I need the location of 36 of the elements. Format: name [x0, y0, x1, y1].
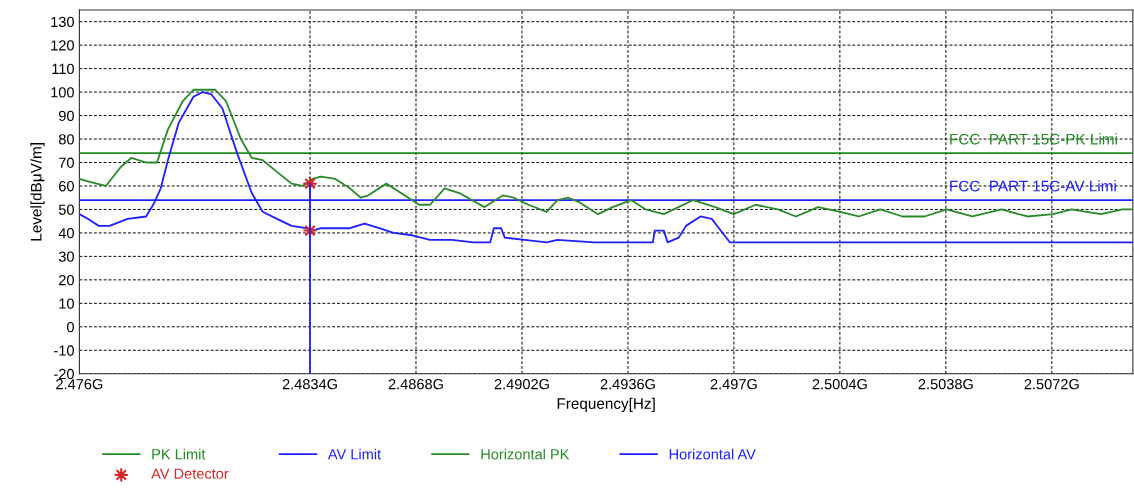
annotation: FCC PART 15C-PK Limi: [950, 133, 1117, 145]
legend-label: Horizontal AV: [669, 448, 756, 460]
x-tick-label: 2.5004G: [812, 378, 867, 390]
x-axis-title: Frequency[Hz]: [557, 397, 655, 412]
y-tick-label: 130: [51, 16, 74, 28]
x-tick-label: 2.476G: [56, 378, 103, 390]
x-tick-label: 2.5038G: [918, 378, 973, 390]
y-tick-label: 80: [58, 134, 74, 145]
annotation: FCC PART 15C-AV Limi: [950, 180, 1116, 192]
x-tick-label: 2.4936G: [600, 378, 655, 390]
legend-label: PK Limit: [152, 448, 206, 460]
legend-label: Horizontal PK: [481, 448, 570, 460]
x-tick-label: 2.5072G: [1024, 378, 1079, 390]
y-tick-label: 10: [59, 298, 74, 309]
y-tick-label: 60: [59, 181, 74, 192]
y-tick-label: 20: [59, 274, 74, 286]
y-tick-label: 90: [58, 110, 74, 121]
y-tick-label: 50: [58, 204, 74, 215]
y-axis-title: Level[dBμV/m]: [30, 143, 45, 241]
y-tick-label: 70: [59, 157, 74, 168]
y-tick-label: 110: [52, 63, 74, 75]
y-tick-label: 40: [58, 228, 74, 239]
x-tick-label: 2.497G: [710, 378, 757, 390]
legend-label: AV Limit: [327, 448, 381, 460]
legend-label: AV Detector: [151, 468, 229, 479]
y-tick-label: 30: [58, 251, 74, 262]
line-series: [79, 88, 1133, 218]
y-tick-label: 100: [51, 87, 74, 98]
x-tick-label: 2.4868G: [388, 378, 443, 390]
y-tick-label: -20: [54, 368, 74, 380]
y-tick-label: 0: [66, 321, 74, 333]
y-tick-label: 120: [51, 40, 74, 51]
x-tick-label: 2.4834G: [282, 378, 337, 390]
y-tick-label: -10: [54, 345, 74, 356]
line-series: [79, 91, 1133, 244]
x-tick-label: 2.4902G: [494, 378, 549, 390]
